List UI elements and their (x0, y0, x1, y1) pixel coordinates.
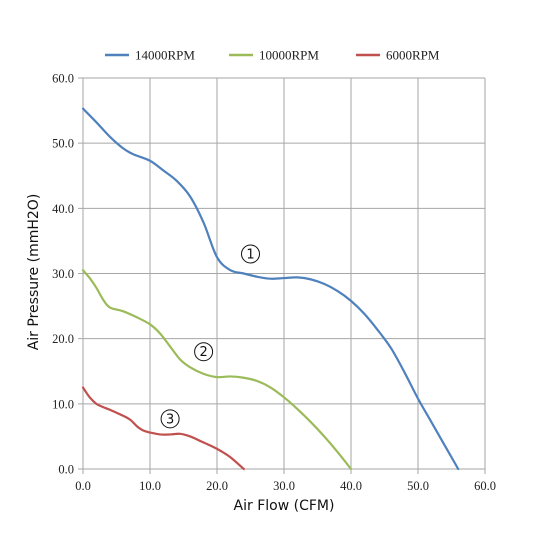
series-line-2 (81, 269, 353, 471)
series-line-3 (81, 386, 245, 471)
y-tick-label: 30.0 (52, 267, 74, 281)
x-tick-label: 50.0 (407, 479, 429, 493)
curve-marker-circle-2 (194, 342, 214, 362)
x-tick-label: 10.0 (139, 479, 161, 493)
x-tick-label: 30.0 (273, 479, 295, 493)
y-tick-label: 20.0 (52, 332, 74, 346)
x-axis-title: Air Flow (CFM) (234, 498, 335, 514)
axes: 0.0 10.0 20.0 30.0 40.0 50.0 60.0 0.0 10.0 20.0 30… (52, 72, 496, 494)
grid (78, 77, 486, 474)
y-tick-label: 60.0 (52, 72, 74, 86)
x-tick-label: 60.0 (474, 479, 496, 493)
y-axis-title: Air Pressure (mmH2O) (26, 194, 42, 351)
legend-label-3: 6000RPM (386, 48, 440, 63)
x-tick-label: 0.0 (75, 479, 91, 493)
x-tick-label: 20.0 (206, 479, 228, 493)
y-tick-label: 50.0 (52, 137, 74, 151)
legend-label-2: 10000RPM (259, 48, 319, 63)
y-tick-label: 40.0 (52, 202, 74, 216)
legend: 14000RPM 10000RPM 6000RPM (105, 48, 440, 63)
series-line-1 (81, 107, 460, 471)
curve-marker-label-3: 3 (166, 412, 174, 427)
series-lines (81, 107, 460, 471)
legend-label-1: 14000RPM (135, 48, 195, 63)
curve-marker-circle-3 (160, 409, 180, 429)
curve-marker-circle-1 (241, 244, 260, 264)
curve-marker-label-2: 2 (199, 345, 207, 360)
curve-marker-label-1: 1 (246, 247, 254, 262)
y-tick-label: 10.0 (52, 397, 74, 411)
x-tick-label: 40.0 (340, 479, 362, 493)
y-tick-label: 0.0 (58, 463, 74, 477)
curve-markers: 1 2 3 (160, 244, 260, 429)
